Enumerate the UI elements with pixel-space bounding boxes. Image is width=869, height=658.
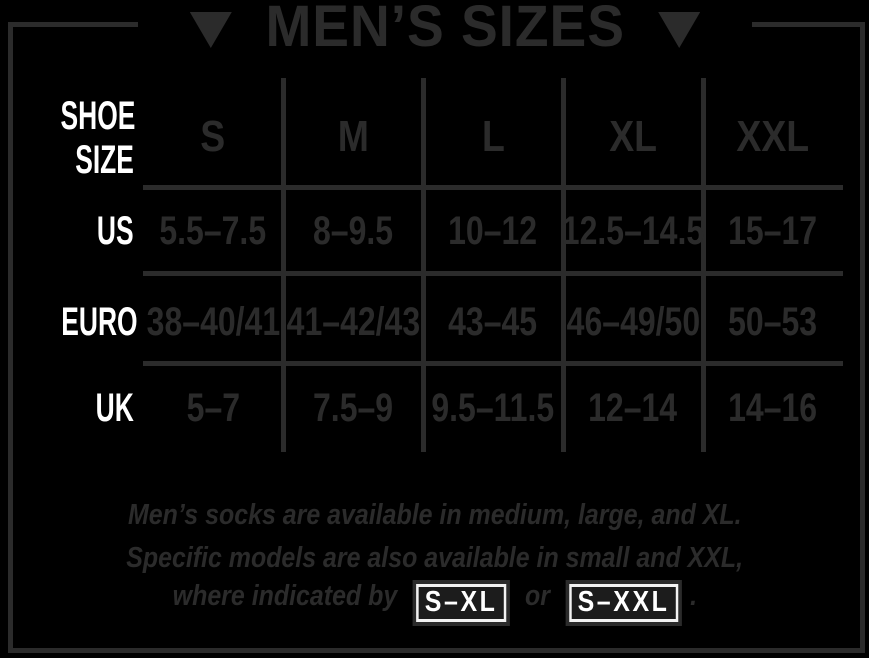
uk-size-cell: 9.5–11.5 (431, 385, 555, 430)
shoe-size-label-line1: SHOE (60, 94, 136, 138)
column-header-s: S (200, 112, 226, 161)
shoe-size-label-line2: SIZE (75, 138, 134, 182)
uk-size-cell: 5–7 (186, 385, 240, 430)
down-triangle-icon (658, 12, 701, 48)
title-band: MEN’S SIZES (138, 0, 752, 58)
us-size-cell: 10–12 (448, 208, 538, 253)
euro-size-cell: 43–45 (448, 299, 538, 344)
grid-line-horizontal (143, 185, 843, 190)
grid-line-horizontal (143, 361, 843, 366)
grid-line-vertical (701, 78, 706, 452)
euro-size-cell: 50–53 (728, 299, 818, 344)
euro-size-cell: 41–42/43 (286, 299, 420, 344)
column-header-xl: XL (609, 112, 657, 161)
column-header-m: M (337, 112, 369, 161)
column-header-l: L (481, 112, 505, 161)
column-header-xxl: XXL (736, 112, 810, 161)
uk-size-cell: 14–16 (728, 385, 818, 430)
us-size-cell: 8–9.5 (312, 208, 394, 253)
us-size-cell: 12.5–14.5 (561, 208, 705, 253)
us-size-cell: 15–17 (728, 208, 818, 253)
down-triangle-icon (189, 12, 232, 48)
size-range-badge-sxl: S–XL (412, 580, 510, 626)
footnote-line3: where indicated by S–XL or S–XXL. (0, 578, 869, 626)
footnote-line3-or: or (524, 580, 550, 612)
shoe-size-label: SHOE SIZE (22, 94, 136, 182)
footnote-line2: Specific models are also available in sm… (126, 542, 743, 574)
euro-size-cell: 38–40/41 (146, 299, 280, 344)
footnote-line1: Men’s socks are available in medium, lar… (127, 499, 742, 531)
us-size-cell: 5.5–7.5 (159, 208, 267, 253)
grid-line-vertical (561, 78, 566, 452)
footnote-line3-period: . (689, 580, 697, 612)
grid-line-vertical (421, 78, 426, 452)
row-label-us: US (97, 209, 134, 253)
row-label-column (22, 77, 142, 452)
footnote-line3-prefix: where indicated by (172, 580, 397, 612)
uk-size-cell: 7.5–9 (312, 385, 394, 430)
grid-line-vertical (281, 78, 286, 452)
page-title: MEN’S SIZES (265, 0, 625, 59)
grid-line-horizontal (143, 271, 843, 276)
uk-size-cell: 12–14 (588, 385, 678, 430)
size-range-badge-sxxl: S–XXL (565, 580, 682, 626)
euro-size-cell: 46–49/50 (566, 299, 700, 344)
row-label-euro: EURO (61, 300, 138, 344)
row-label-uk: UK (95, 386, 134, 430)
